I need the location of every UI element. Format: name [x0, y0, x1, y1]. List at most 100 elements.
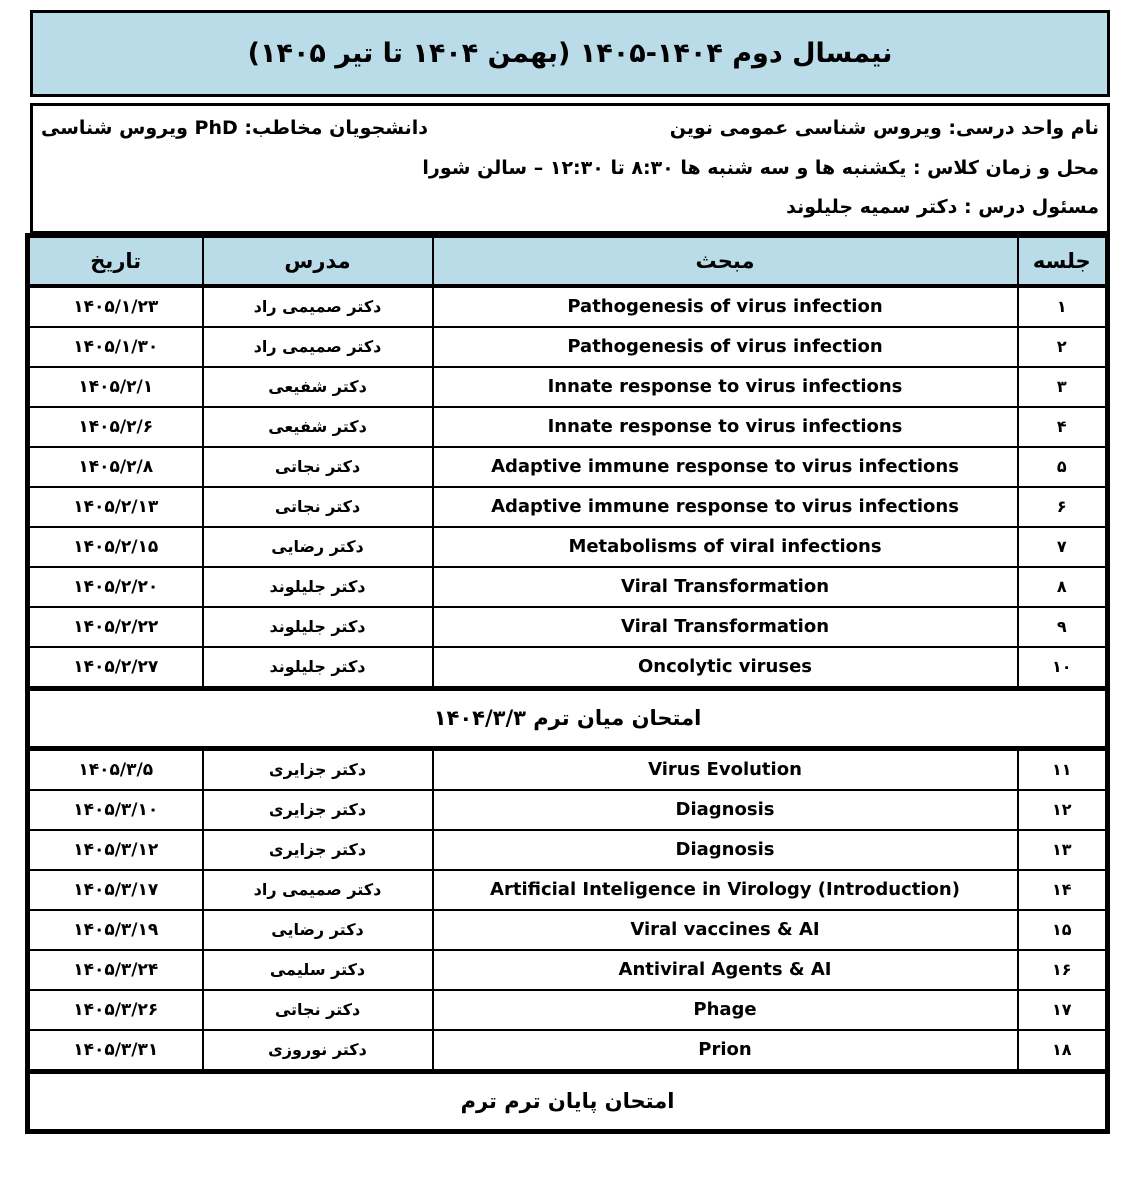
date-cell: ۱۴۰۵/۲/۲۷ — [26, 645, 204, 690]
instructor-cell: دکتر جلیلوند — [201, 605, 434, 648]
date-cell: ۱۴۰۵/۲/۶ — [26, 405, 204, 448]
session-cell: ۱۰ — [1016, 645, 1109, 690]
session-cell: ۱۳ — [1016, 828, 1109, 871]
semester-title: نیمسال دوم ۱۴۰۴-۱۴۰۵ (بهمن ۱۴۰۴ تا تیر ۱… — [247, 38, 893, 69]
session-cell: ۱۸ — [1016, 1028, 1109, 1073]
final-exam-label: امتحان پایان ترم ترم — [26, 1068, 1109, 1134]
date-cell: ۱۴۰۵/۲/۸ — [26, 445, 204, 488]
date-cell: ۱۴۰۵/۳/۲۴ — [26, 948, 204, 991]
schedule-row: ۹ Viral Transformation دکتر جلیلوند ۱۴۰۵… — [26, 605, 1109, 648]
instructor-cell: دکتر رضایی — [201, 908, 434, 951]
topic-cell: Diagnosis — [431, 828, 1019, 871]
schedule-row: ۳ Innate response to virus infections دک… — [26, 365, 1109, 408]
schedule-row: ۴ Innate response to virus infections دک… — [26, 405, 1109, 448]
date-cell: ۱۴۰۵/۱/۳۰ — [26, 325, 204, 368]
topic-cell: Virus Evolution — [431, 747, 1019, 791]
schedule-row: ۵ Adaptive immune response to virus infe… — [26, 445, 1109, 488]
schedule-row: ۱۳ Diagnosis دکتر جزایری ۱۴۰۵/۳/۱۲ — [26, 828, 1109, 871]
instructor-cell: دکتر نجاتی — [201, 485, 434, 528]
topic-cell: Viral vaccines & AI — [431, 908, 1019, 951]
instructor-cell: دکتر نجاتی — [201, 445, 434, 488]
instructor-cell: دکتر جلیلوند — [201, 565, 434, 608]
topic-cell: Pathogenesis of virus infection — [431, 325, 1019, 368]
schedule-row: ۶ Adaptive immune response to virus infe… — [26, 485, 1109, 528]
final-exam-row: امتحان پایان ترم ترم — [26, 1068, 1109, 1134]
date-cell: ۱۴۰۵/۳/۱۲ — [26, 828, 204, 871]
instructor-cell: دکتر رضایی — [201, 525, 434, 568]
instructor-cell: دکتر جلیلوند — [201, 645, 434, 690]
session-cell: ۱۲ — [1016, 788, 1109, 831]
topic-cell: Prion — [431, 1028, 1019, 1073]
schedule-row: ۱۶ Antiviral Agents & AI دکتر سلیمی ۱۴۰۵… — [26, 948, 1109, 991]
course-coordinator: مسئول درس : دکتر سمیه جلیلوند — [786, 196, 1099, 219]
instructor-cell: دکتر صمیمی راد — [201, 868, 434, 911]
topic-cell: Innate response to virus infections — [431, 365, 1019, 408]
session-cell: ۶ — [1016, 485, 1109, 528]
instructor-cell: دکتر جزایری — [201, 747, 434, 791]
schedule-row: ۲ Pathogenesis of virus infection دکتر ص… — [26, 325, 1109, 368]
course-info-box: نام واحد درسی: ویروس شناسی عمومی نوین دا… — [30, 103, 1110, 233]
session-cell: ۴ — [1016, 405, 1109, 448]
session-cell: ۷ — [1016, 525, 1109, 568]
session-cell: ۲ — [1016, 325, 1109, 368]
date-cell: ۱۴۰۵/۱/۲۳ — [26, 284, 204, 328]
schedule-row: ۱۴ Artificial Inteligence in Virology (I… — [26, 868, 1109, 911]
schedule-sheet: نیمسال دوم ۱۴۰۴-۱۴۰۵ (بهمن ۱۴۰۴ تا تیر ۱… — [25, 10, 1110, 1134]
class-time-place: محل و زمان کلاس : یکشنبه ها و سه شنبه ها… — [422, 156, 1099, 179]
topic-cell: Phage — [431, 988, 1019, 1031]
date-cell: ۱۴۰۵/۳/۱۰ — [26, 788, 204, 831]
topic-cell: Metabolisms of viral infections — [431, 525, 1019, 568]
schedule-row: ۱۰ Oncolytic viruses دکتر جلیلوند ۱۴۰۵/۲… — [26, 645, 1109, 690]
schedule-row: ۱۲ Diagnosis دکتر جزایری ۱۴۰۵/۳/۱۰ — [26, 788, 1109, 831]
schedule-row: ۷ Metabolisms of viral infections دکتر ر… — [26, 525, 1109, 568]
topic-cell: Adaptive immune response to virus infect… — [431, 485, 1019, 528]
instructor-cell: دکتر صمیمی راد — [201, 325, 434, 368]
schedule-row: ۱ Pathogenesis of virus infection دکتر ص… — [26, 284, 1109, 328]
topic-cell: Oncolytic viruses — [431, 645, 1019, 690]
date-cell: ۱۴۰۵/۲/۲۲ — [26, 605, 204, 648]
instructor-cell: دکتر سلیمی — [201, 948, 434, 991]
target-students: دانشجویان مخاطب: PhD ویروس شناسی — [41, 117, 429, 139]
date-cell: ۱۴۰۵/۲/۲۰ — [26, 565, 204, 608]
session-cell: ۱۷ — [1016, 988, 1109, 1031]
topic-cell: Viral Transformation — [431, 605, 1019, 648]
instructor-cell: دکتر نوروزی — [201, 1028, 434, 1073]
col-header-date: تاریخ — [26, 234, 204, 288]
col-header-instructor: مدرس — [201, 234, 434, 288]
instructor-cell: دکتر شفیعی — [201, 405, 434, 448]
session-cell: ۳ — [1016, 365, 1109, 408]
schedule-row: ۱۸ Prion دکتر نوروزی ۱۴۰۵/۳/۳۱ — [26, 1028, 1109, 1073]
instructor-cell: دکتر شفیعی — [201, 365, 434, 408]
session-cell: ۹ — [1016, 605, 1109, 648]
date-cell: ۱۴۰۵/۳/۲۶ — [26, 988, 204, 1031]
topic-cell: Pathogenesis of virus infection — [431, 284, 1019, 328]
session-cell: ۸ — [1016, 565, 1109, 608]
midterm-exam-label: امتحان میان ترم ۱۴۰۴/۳/۳ — [26, 685, 1109, 751]
session-cell: ۱۵ — [1016, 908, 1109, 951]
header-row: جلسه مبحث مدرس تاریخ — [26, 234, 1109, 288]
date-cell: ۱۴۰۵/۳/۳۱ — [26, 1028, 204, 1073]
date-cell: ۱۴۰۵/۳/۱۹ — [26, 908, 204, 951]
instructor-cell: دکتر جزایری — [201, 828, 434, 871]
schedule-table: جلسه مبحث مدرس تاریخ ۱ Pathogenesis of v… — [25, 232, 1110, 1134]
topic-cell: Viral Transformation — [431, 565, 1019, 608]
date-cell: ۱۴۰۵/۲/۱۳ — [26, 485, 204, 528]
midterm-exam-row: امتحان میان ترم ۱۴۰۴/۳/۳ — [26, 685, 1109, 751]
course-info-line-1: نام واحد درسی: ویروس شناسی عمومی نوین دا… — [41, 116, 1099, 142]
schedule-row: ۱۷ Phage دکتر نجاتی ۱۴۰۵/۳/۲۶ — [26, 988, 1109, 1031]
date-cell: ۱۴۰۵/۲/۱ — [26, 365, 204, 408]
schedule-row: ۱۵ Viral vaccines & AI دکتر رضایی ۱۴۰۵/۳… — [26, 908, 1109, 951]
schedule-row: ۱۱ Virus Evolution دکتر جزایری ۱۴۰۵/۳/۵ — [26, 747, 1109, 791]
schedule-row: ۸ Viral Transformation دکتر جلیلوند ۱۴۰۵… — [26, 565, 1109, 608]
session-cell: ۵ — [1016, 445, 1109, 488]
topic-cell: Adaptive immune response to virus infect… — [431, 445, 1019, 488]
course-name: نام واحد درسی: ویروس شناسی عمومی نوین — [669, 117, 1099, 139]
date-cell: ۱۴۰۵/۳/۵ — [26, 747, 204, 791]
session-cell: ۱ — [1016, 284, 1109, 328]
session-cell: ۱۴ — [1016, 868, 1109, 911]
topic-cell: Innate response to virus infections — [431, 405, 1019, 448]
date-cell: ۱۴۰۵/۳/۱۷ — [26, 868, 204, 911]
instructor-cell: دکتر صمیمی راد — [201, 284, 434, 328]
topic-cell: Diagnosis — [431, 788, 1019, 831]
